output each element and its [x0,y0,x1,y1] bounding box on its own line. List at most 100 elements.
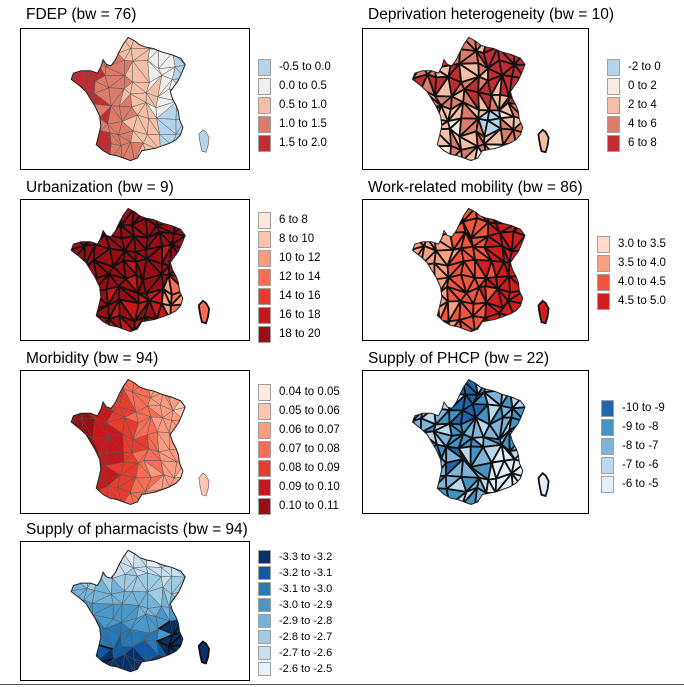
region [449,208,464,219]
region [82,643,99,664]
region [107,208,123,227]
legend-label: 6 to 8 [279,214,308,226]
region [108,550,123,562]
region [83,452,100,468]
region [71,434,85,451]
region [412,289,428,306]
region [412,488,426,505]
legend-swatch [258,78,271,95]
region [81,37,96,50]
legend-swatch [258,582,271,596]
region [511,208,525,225]
legend-swatch [601,419,614,436]
region [513,316,525,332]
legend-swatch [258,326,271,343]
region [71,208,85,224]
region [82,46,99,65]
region [71,474,85,491]
region [168,379,186,399]
legend-swatch [258,212,271,229]
legend-swatch [597,293,610,310]
legend-label: 0.04 to 0.05 [279,386,340,398]
region [158,657,174,672]
region [71,221,89,238]
legend-label: -3.1 to -3.0 [279,583,333,595]
region [437,216,453,234]
region [421,387,439,412]
region [511,489,525,505]
region [508,75,525,98]
region [159,145,173,161]
region [511,37,525,53]
region [71,656,85,672]
region [83,307,97,317]
region [71,262,86,274]
legend-label: -7 to -6 [622,459,659,471]
legend-label: 0.06 to 0.07 [279,424,340,436]
region [71,604,87,618]
region [71,488,85,505]
region [71,389,82,408]
region [71,617,81,634]
legend-swatch [607,135,620,152]
region [412,208,426,224]
legend-label: 2 to 4 [628,99,657,111]
region [83,37,97,48]
region [501,379,514,393]
region [81,46,96,65]
region [425,290,440,305]
panel-title: Morbidity (bw = 94) [26,350,159,367]
region [81,550,101,569]
legend-swatch [258,566,271,580]
region [96,37,112,55]
region [71,379,85,394]
legend-swatch [258,598,271,612]
mainland-outline [70,378,186,506]
legend-label: -2.6 to -2.5 [279,663,333,675]
choropleth-map [411,36,550,162]
region [421,222,440,239]
region [412,302,430,319]
region [172,52,186,68]
region [412,434,423,455]
region [421,47,441,69]
region [83,466,100,479]
legend-swatch [258,498,271,515]
region [71,630,88,645]
region [412,132,427,148]
region [71,146,85,161]
region [168,432,186,451]
region [436,37,447,53]
region [71,48,84,65]
region [71,389,84,411]
region [71,448,85,468]
region [158,208,177,222]
region [83,474,96,492]
legend-swatch [601,476,614,493]
region [81,568,98,582]
region [424,142,439,161]
region [421,37,441,55]
region [71,434,85,450]
region [169,486,186,505]
legend-label: 8 to 10 [279,233,315,245]
region [80,286,94,305]
mainland-outline [70,36,186,162]
region [71,91,85,107]
region [421,460,435,479]
region [82,313,98,332]
region [499,316,516,332]
mainland-outline [411,207,526,333]
panel-title: Supply of PHCP (bw = 22) [368,350,550,367]
region [83,488,97,505]
region [71,466,85,477]
region [412,473,424,492]
map-frame [20,370,250,514]
legend-label: -2.7 to -2.6 [279,647,333,659]
legend-swatch [607,59,620,76]
region [420,104,442,123]
legend-label: 4 to 6 [628,118,657,130]
region [436,379,451,390]
region [168,593,186,608]
region [427,292,440,309]
